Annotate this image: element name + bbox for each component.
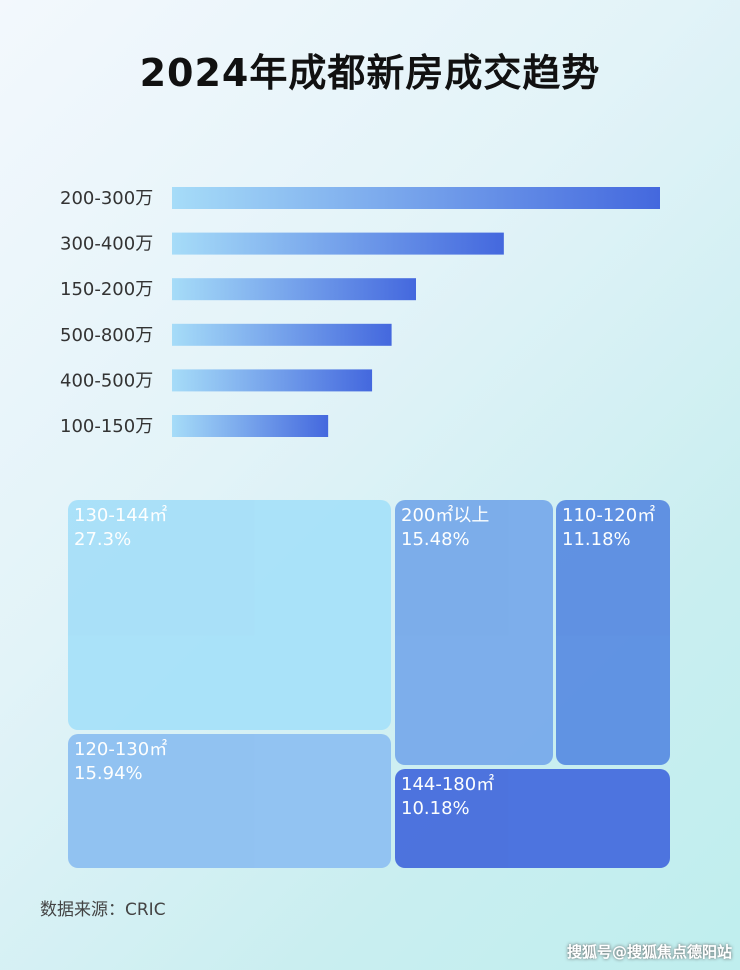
treemap-tile: 130-144㎡ 27.3%: [68, 500, 391, 730]
tile-value: 27.3%: [74, 529, 132, 550]
bar: [172, 278, 416, 301]
bar-label: 100-150万: [60, 416, 153, 437]
tile-value: 10.18%: [401, 798, 470, 819]
tile-value: 15.48%: [401, 529, 470, 550]
tile-label: 120-130㎡: [74, 739, 168, 760]
tile-label: 200㎡以上: [401, 505, 490, 526]
tile-label: 130-144㎡: [74, 505, 168, 526]
tile-value: 15.94%: [74, 763, 143, 784]
bar: [172, 369, 373, 392]
bar: [172, 415, 329, 437]
data-source: 数据来源：CRIC: [40, 900, 166, 920]
bar-label: 400-500万: [60, 370, 153, 391]
treemap-tile: 110-120㎡ 11.18%: [556, 500, 670, 765]
bar: [172, 323, 392, 346]
tile-value: 11.18%: [562, 529, 631, 550]
bar-chart: 200-300万 300-400万 150-200万 500-800万 400-500万…: [60, 187, 660, 437]
bar: [172, 187, 660, 209]
tile-label: 110-120㎡: [562, 505, 656, 526]
bar-label: 300-400万: [60, 234, 153, 255]
treemap-tile: 144-180㎡ 10.18%: [395, 769, 670, 868]
bar: [172, 232, 504, 255]
chart-title: 2024年成都新房成交趋势: [139, 51, 601, 95]
bar-label: 150-200万: [60, 279, 153, 300]
tile-label: 144-180㎡: [401, 774, 495, 795]
bar-label: 200-300万: [60, 188, 153, 209]
watermark: 搜狐号@搜狐焦点德阳站: [566, 943, 732, 961]
bar-label: 500-800万: [60, 325, 153, 346]
treemap-tile: 120-130㎡ 15.94%: [68, 734, 391, 868]
treemap-tile: 200㎡以上 15.48%: [395, 500, 553, 765]
